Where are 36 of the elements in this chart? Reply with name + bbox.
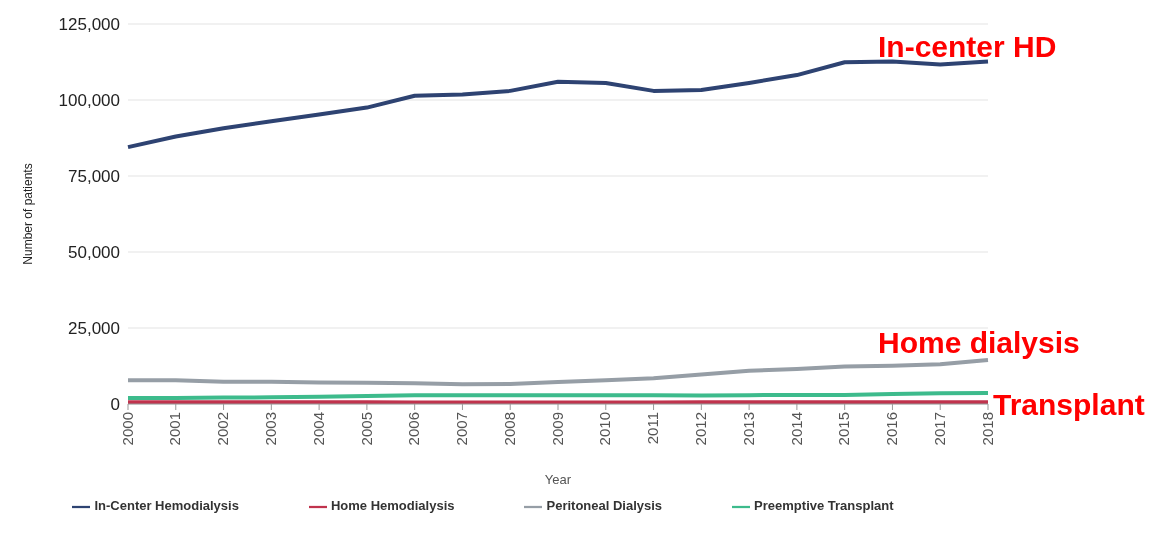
x-tick-label: 2011 [644,412,662,445]
x-tick-label: 2001 [166,412,184,446]
x-tick-label: 2000 [118,412,136,446]
legend-label: Preemptive Transplant [754,498,894,514]
y-tick-label: 50,000 [68,243,120,263]
line-series [126,59,990,150]
x-tick-label: 2018 [978,412,996,446]
x-tick-label: 2012 [691,412,709,446]
annotation: In-center HD [878,30,1057,64]
x-tick-label: 2007 [453,412,471,446]
x-tick-label: 2005 [357,412,375,446]
x-tick-label: 2013 [739,412,757,446]
x-tick-label: 2003 [261,412,279,446]
y-tick-label: 25,000 [68,319,120,339]
x-tick-label: 2016 [883,412,901,446]
y-tick-label: 100,000 [58,91,120,111]
x-tick-label: 2008 [500,412,518,446]
annotation: Home dialysis [878,326,1080,360]
x-tick-label: 2015 [835,412,853,446]
x-tick-label: 2014 [787,412,805,446]
line-series [126,357,990,387]
legend-label: Peritoneal Dialysis [546,498,663,514]
y-tick-label: 125,000 [58,15,120,35]
x-tick-label: 2006 [405,412,423,446]
y-tick-label: 0 [110,395,120,415]
legend-label: In-Center Hemodialysis [94,498,239,514]
x-tick-label: 2010 [596,412,614,446]
text: Transplant [993,388,1145,422]
x-tick-label: 2004 [309,412,327,446]
x-axis-title: Year [544,472,572,487]
y-axis-title: Number of patients [21,163,36,265]
legend-label: Home Hemodialysis [330,498,455,514]
y-tick-label: 75,000 [68,167,120,187]
x-tick-label: 2009 [548,412,566,446]
x-tick-label: 2017 [930,412,948,446]
x-tick-label: 2002 [214,412,232,446]
